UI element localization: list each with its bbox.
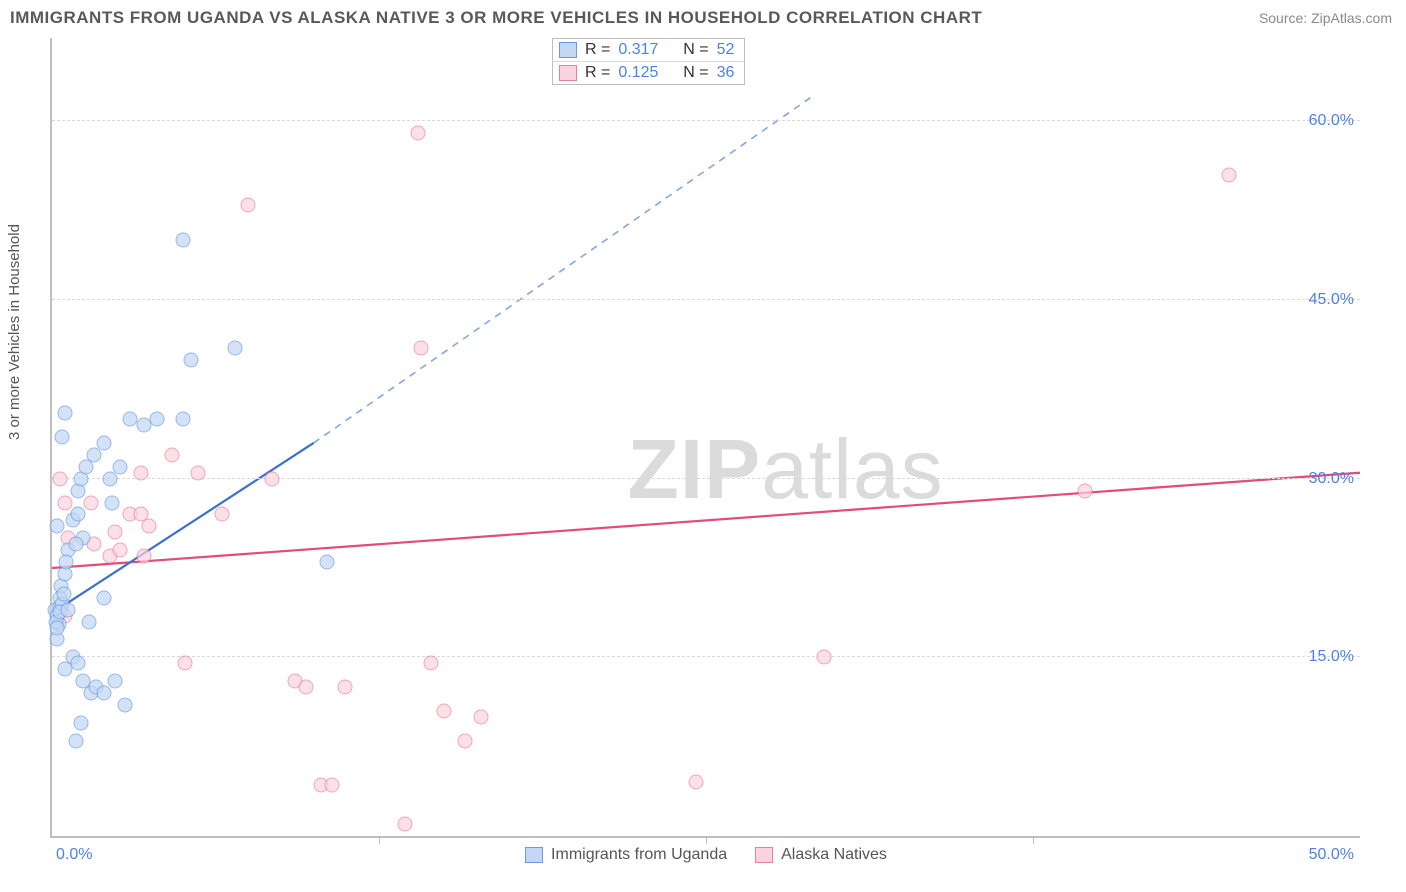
scatter-point (59, 555, 74, 570)
scatter-point (58, 406, 73, 421)
scatter-point (107, 674, 122, 689)
scatter-point (413, 340, 428, 355)
series-legend: Immigrants from Uganda Alaska Natives (52, 846, 1360, 864)
scatter-point (411, 126, 426, 141)
series-label-alaska: Alaska Natives (781, 846, 887, 864)
scatter-point (102, 471, 117, 486)
scatter-point (149, 412, 164, 427)
scatter-point (60, 602, 75, 617)
source-attribution: Source: ZipAtlas.com (1259, 10, 1392, 26)
scatter-point (398, 817, 413, 832)
page-title: IMMIGRANTS FROM UGANDA VS ALASKA NATIVE … (10, 8, 982, 28)
scatter-point (97, 686, 112, 701)
scatter-point (241, 197, 256, 212)
scatter-point (97, 435, 112, 450)
scatter-point (107, 525, 122, 540)
scatter-point (1078, 483, 1093, 498)
ytick-label: 15.0% (1309, 648, 1354, 666)
scatter-point (816, 650, 831, 665)
scatter-point (437, 703, 452, 718)
r-value-alaska: 0.125 (618, 64, 658, 82)
scatter-point (178, 656, 193, 671)
scatter-point (84, 495, 99, 510)
legend-row-alaska: R = 0.125 N = 36 (553, 62, 744, 84)
scatter-point (113, 459, 128, 474)
scatter-point (688, 775, 703, 790)
scatter-point (183, 352, 198, 367)
scatter-point (215, 507, 230, 522)
scatter-point (71, 507, 86, 522)
scatter-point (118, 698, 133, 713)
scatter-point (105, 495, 120, 510)
chart-container: IMMIGRANTS FROM UGANDA VS ALASKA NATIVE … (0, 0, 1406, 892)
gridline (52, 120, 1360, 121)
legend-row-uganda: R = 0.317 N = 52 (553, 39, 744, 62)
scatter-point (50, 620, 65, 635)
watermark-zip: ZIP (628, 422, 762, 516)
swatch-alaska (559, 65, 577, 81)
xtick (379, 836, 380, 844)
scatter-point (97, 590, 112, 605)
scatter-point (58, 495, 73, 510)
n-value-uganda: 52 (717, 41, 735, 59)
scatter-point (50, 519, 65, 534)
plot-area: ZIPatlas R = 0.317 N = 52 R = 0.125 N = … (50, 38, 1360, 838)
legend-item-alaska: Alaska Natives (755, 846, 887, 864)
series-label-uganda: Immigrants from Uganda (551, 846, 727, 864)
correlation-legend: R = 0.317 N = 52 R = 0.125 N = 36 (552, 38, 745, 85)
gridline (52, 299, 1360, 300)
scatter-point (319, 555, 334, 570)
n-label: N = (683, 41, 708, 59)
scatter-point (175, 233, 190, 248)
scatter-point (52, 471, 67, 486)
xtick-label: 0.0% (56, 846, 92, 864)
scatter-point (55, 430, 70, 445)
scatter-point (458, 733, 473, 748)
scatter-point (1222, 167, 1237, 182)
scatter-point (228, 340, 243, 355)
scatter-point (474, 709, 489, 724)
n-label: N = (683, 64, 708, 82)
r-value-uganda: 0.317 (618, 41, 658, 59)
scatter-point (68, 733, 83, 748)
n-value-alaska: 36 (717, 64, 735, 82)
scatter-point (136, 549, 151, 564)
xtick (706, 836, 707, 844)
scatter-point (73, 715, 88, 730)
scatter-point (165, 447, 180, 462)
gridline (52, 478, 1360, 479)
scatter-point (337, 680, 352, 695)
swatch-alaska (755, 847, 773, 863)
gridline (52, 656, 1360, 657)
xtick (1033, 836, 1034, 844)
watermark: ZIPatlas (628, 421, 944, 518)
ytick-label: 45.0% (1309, 291, 1354, 309)
scatter-point (264, 471, 279, 486)
scatter-point (298, 680, 313, 695)
scatter-point (424, 656, 439, 671)
ytick-label: 60.0% (1309, 112, 1354, 130)
scatter-point (56, 587, 71, 602)
scatter-point (141, 519, 156, 534)
scatter-point (86, 447, 101, 462)
scatter-point (133, 465, 148, 480)
swatch-uganda (559, 42, 577, 58)
y-axis-label: 3 or more Vehicles in Household (6, 224, 23, 440)
legend-item-uganda: Immigrants from Uganda (525, 846, 727, 864)
scatter-point (68, 537, 83, 552)
scatter-point (81, 614, 96, 629)
swatch-uganda (525, 847, 543, 863)
scatter-point (113, 543, 128, 558)
scatter-point (71, 656, 86, 671)
ytick-label: 30.0% (1309, 470, 1354, 488)
scatter-point (175, 412, 190, 427)
r-label: R = (585, 41, 610, 59)
scatter-point (191, 465, 206, 480)
scatter-point (324, 777, 339, 792)
watermark-atlas: atlas (761, 422, 943, 516)
trend-lines (52, 38, 1360, 836)
r-label: R = (585, 64, 610, 82)
xtick-label: 50.0% (1309, 846, 1354, 864)
